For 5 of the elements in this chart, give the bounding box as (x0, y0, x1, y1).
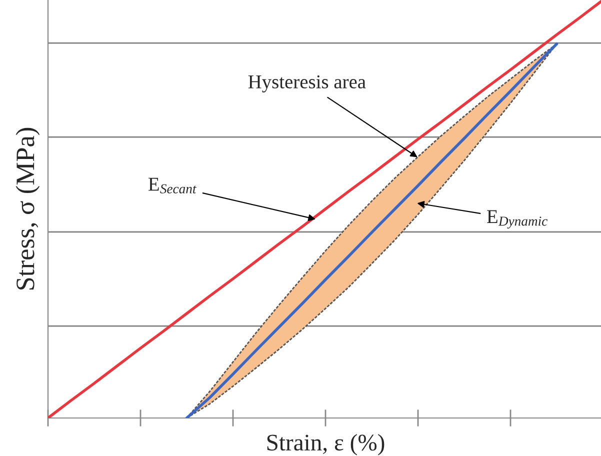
annotation: E$_{Secant}$ (148, 178, 196, 194)
annotation: Hysteresis area (248, 75, 366, 92)
y-axis-title: Stress, σ (MPa) (16, 128, 40, 290)
x-axis-title: Strain, ε (%) (267, 434, 384, 456)
annotation: E$_{Dynamic}$ (487, 210, 548, 229)
